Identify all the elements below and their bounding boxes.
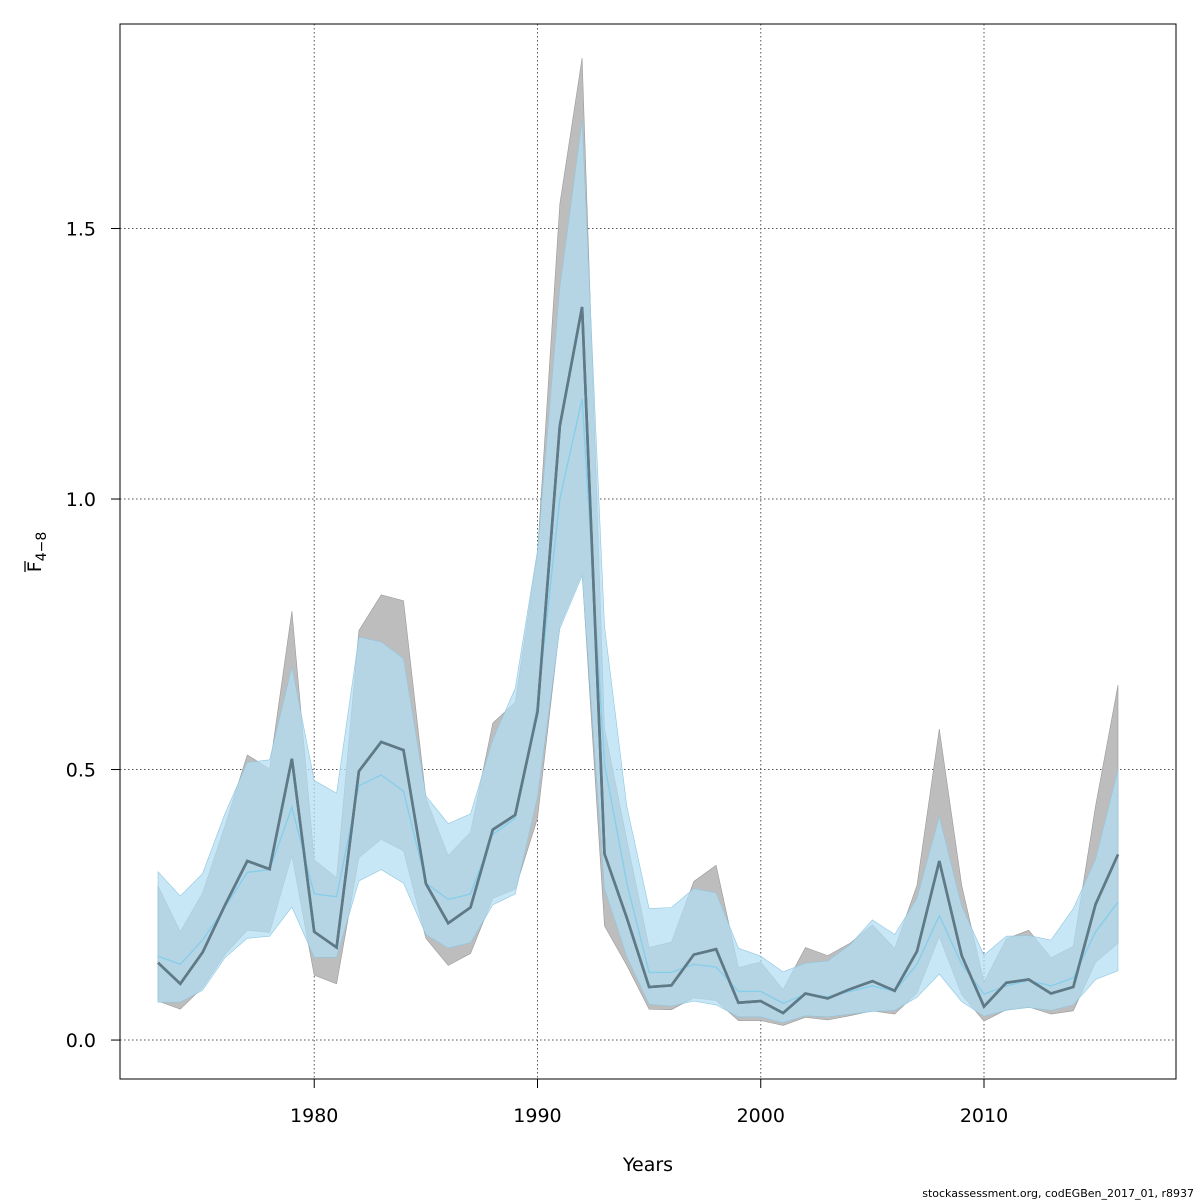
y-axis-title-main: F — [24, 561, 46, 572]
x-axis: 1980 1990 2000 2010 — [290, 1079, 1008, 1127]
y-tick-label: 0.0 — [66, 1030, 96, 1052]
y-tick-label: 1.5 — [66, 219, 96, 241]
y-axis: 0.0 0.5 1.0 1.5 — [66, 219, 120, 1052]
x-tick-label: 1980 — [290, 1105, 338, 1127]
credit-text: stockassessment.org, codEGBen_2017_01, r… — [922, 1187, 1194, 1200]
x-axis-title: Years — [622, 1154, 673, 1176]
plot-frame — [119, 23, 1177, 1080]
series-2-line — [157, 398, 1119, 1005]
x-tick-label: 1990 — [513, 1105, 561, 1127]
x-tick-label: 2000 — [737, 1105, 785, 1127]
y-tick-label: 1.0 — [66, 489, 96, 511]
svg-text:F4−8: F4−8 — [24, 532, 50, 572]
x-tick-label: 2010 — [960, 1105, 1008, 1127]
series-2-band — [157, 120, 1119, 1024]
y-axis-title: F4−8 — [24, 532, 50, 572]
confidence-bands — [157, 58, 1119, 1026]
y-tick-label: 0.5 — [66, 760, 96, 782]
series-lines — [157, 306, 1120, 1015]
series-1-line-overlay — [157, 306, 1120, 1015]
y-axis-title-sub: 4−8 — [34, 532, 50, 562]
